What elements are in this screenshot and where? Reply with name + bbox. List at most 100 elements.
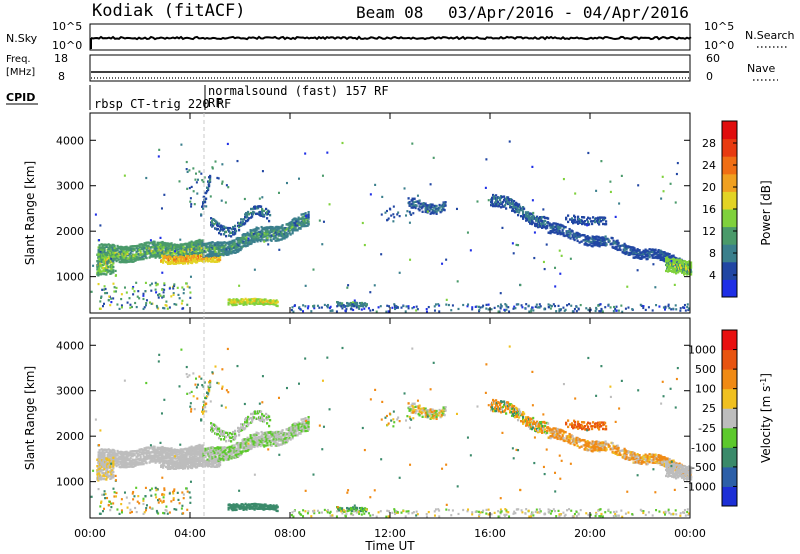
power-cell [115, 274, 118, 277]
power-cell [276, 304, 279, 308]
power-cell [242, 299, 245, 302]
power-cell [365, 304, 368, 308]
power-cell [485, 158, 488, 161]
power-cell [134, 253, 137, 256]
power-cell [519, 205, 522, 209]
power-cell [385, 310, 388, 313]
power-cell [253, 303, 256, 306]
freq-label-line1: Freq. [6, 54, 31, 65]
power-cell [513, 200, 516, 203]
velocity-cell [173, 464, 176, 468]
power-cell [663, 308, 666, 311]
power-cell [579, 303, 582, 307]
power-cell [499, 306, 502, 309]
power-cell [281, 227, 284, 230]
power-cell [667, 303, 670, 306]
power-cell [107, 251, 110, 255]
y-tick-label: 1000 [56, 271, 84, 284]
power-cell [405, 305, 408, 308]
power-cell [553, 231, 556, 234]
power-cell [113, 248, 116, 251]
velocity-cell [118, 455, 121, 458]
power-cell [266, 211, 269, 214]
power-cell [609, 180, 612, 183]
power-cell [414, 200, 417, 204]
power-cell [549, 304, 552, 307]
power-cell [612, 246, 615, 250]
power-cell [680, 259, 683, 262]
power-cell [588, 223, 591, 226]
velocity-cell [275, 433, 278, 437]
velocity-cell [147, 449, 150, 453]
power-cell [686, 264, 689, 267]
velocity-cell [113, 451, 116, 455]
velocity-cell [297, 427, 300, 430]
power-cell [408, 221, 411, 224]
power-cell [186, 260, 189, 263]
velocity-cell [101, 455, 104, 459]
power-cell [177, 256, 180, 260]
power-cell [130, 305, 133, 309]
power-cell [284, 228, 287, 232]
power-cell [291, 225, 294, 229]
power-cell [239, 238, 242, 241]
power-cell [260, 225, 263, 229]
power-cell [112, 257, 115, 261]
power-cell [94, 213, 97, 216]
power-cell [172, 285, 175, 288]
velocity-cell [116, 453, 119, 457]
power-cell [646, 251, 649, 254]
velocity-cell [105, 448, 108, 452]
power-cell [232, 249, 235, 253]
power-cell [145, 248, 148, 251]
power-cell [149, 239, 152, 242]
velocity-cell [159, 460, 162, 464]
velocity-cell [225, 452, 228, 456]
power-cell [107, 265, 110, 269]
power-cell [395, 305, 398, 308]
power-cell [587, 220, 590, 223]
power-cell [676, 269, 679, 272]
power-cell [255, 228, 258, 231]
power-cell [556, 222, 559, 226]
power-cell [433, 309, 436, 312]
power-cell [191, 261, 194, 265]
power-cell [576, 239, 579, 243]
power-cell [605, 220, 608, 223]
power-cell [294, 217, 297, 220]
power-cell [197, 243, 200, 246]
power-cell [456, 280, 459, 283]
velocity-cell [258, 439, 261, 442]
power-cell [554, 305, 557, 308]
power-cell [285, 231, 288, 235]
power-cell [190, 240, 193, 243]
power-cell [156, 241, 159, 244]
power-cell [615, 309, 618, 312]
power-cell [252, 232, 255, 236]
velocity-cell [225, 439, 228, 443]
power-cell [168, 287, 171, 290]
velocity-cell [116, 462, 119, 465]
power-cell [340, 305, 343, 308]
power-cell [139, 251, 142, 255]
power-cell [263, 213, 266, 217]
power-cell [516, 303, 519, 306]
power-cell [225, 184, 228, 187]
power-cell [173, 284, 176, 287]
power-cell [114, 257, 117, 260]
power-cell [101, 256, 104, 259]
velocity-cell [208, 463, 211, 466]
nave-label: Nave [747, 62, 775, 75]
velocity-cell [105, 478, 108, 481]
power-cell [163, 282, 166, 285]
power-cell [221, 180, 224, 183]
velocity-cell [213, 427, 216, 431]
power-cell [549, 229, 552, 233]
power-cell [320, 306, 323, 309]
power-cell [520, 304, 523, 307]
power-cell [233, 239, 236, 242]
velocity-cell [228, 445, 231, 449]
power-cell [574, 218, 577, 221]
nsearch-label: N.Search [745, 29, 795, 42]
power-cell [211, 252, 214, 255]
